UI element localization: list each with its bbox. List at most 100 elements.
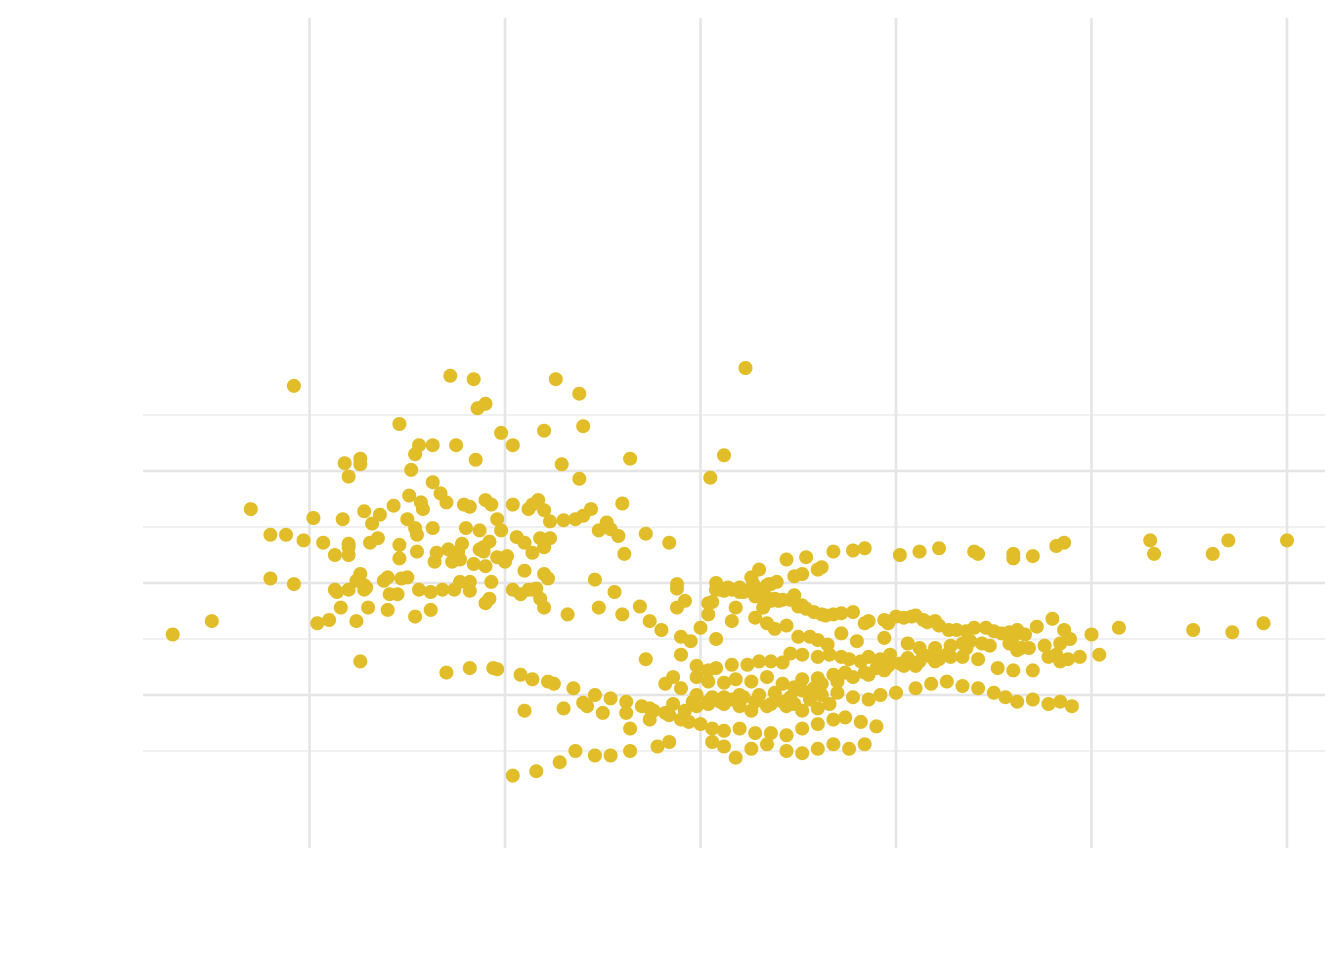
- scatter-point: [353, 451, 368, 466]
- scatter-point: [296, 533, 311, 548]
- scatter-point: [634, 699, 649, 714]
- scatter-point: [674, 647, 688, 662]
- scatter-point: [717, 723, 731, 738]
- scatter-point: [462, 499, 477, 514]
- scatter-point: [619, 705, 634, 720]
- scatter-point: [1037, 638, 1052, 653]
- scatter-point: [701, 694, 716, 709]
- scatter-point: [932, 541, 946, 556]
- scatter-point: [316, 535, 331, 550]
- scatter-point: [814, 688, 829, 702]
- scatter-point: [572, 386, 587, 401]
- scatter-point: [830, 674, 845, 689]
- scatter-point: [654, 623, 669, 637]
- scatter-point: [883, 647, 898, 662]
- scatter-point: [392, 417, 407, 431]
- scatter-point: [591, 523, 606, 538]
- scatter-point: [357, 582, 372, 597]
- scatter-point: [1092, 647, 1107, 662]
- scatter-point: [846, 670, 860, 685]
- scatter-point: [263, 571, 278, 586]
- scatter-point: [693, 717, 708, 732]
- scatter-point: [484, 574, 499, 589]
- scatter-point: [584, 502, 598, 517]
- scatter-point: [560, 607, 575, 622]
- scatter-point: [425, 521, 440, 536]
- scatter-point: [466, 372, 481, 387]
- scatter-points: [165, 361, 1294, 783]
- scatter-point: [720, 580, 735, 595]
- scatter-point: [799, 550, 814, 565]
- scatter-point: [1006, 551, 1021, 566]
- scatter-point: [412, 582, 426, 597]
- scatter-point: [838, 710, 853, 725]
- scatter-point: [892, 548, 907, 562]
- scatter-point: [744, 741, 759, 756]
- scatter-point: [615, 496, 630, 511]
- scatter-point: [924, 649, 939, 664]
- scatter-point: [632, 599, 647, 614]
- scatter-point: [908, 681, 923, 696]
- scatter-point: [760, 737, 774, 752]
- scatter-point: [376, 573, 391, 588]
- scatter-point: [556, 701, 571, 716]
- scatter-point: [943, 649, 958, 664]
- scatter-point: [554, 457, 569, 472]
- scatter-point: [728, 600, 743, 615]
- scatter-point: [449, 438, 464, 453]
- scatter-point: [814, 676, 829, 691]
- scatter-point: [849, 634, 864, 649]
- scatter-point: [1280, 533, 1294, 548]
- scatter-point: [490, 512, 505, 527]
- scatter-point: [822, 647, 837, 662]
- scatter-point: [566, 681, 581, 696]
- scatter-point: [453, 552, 467, 567]
- scatter-point: [924, 676, 939, 691]
- scatter-point: [1061, 652, 1075, 667]
- scatter-point: [439, 665, 454, 680]
- scatter-point: [286, 577, 301, 592]
- scatter-point: [410, 544, 424, 559]
- scatter-point: [787, 569, 802, 584]
- scatter-point: [392, 551, 407, 566]
- scatter-point: [1111, 620, 1126, 635]
- scatter-point: [390, 587, 405, 602]
- scatter-point: [705, 735, 720, 749]
- scatter-point: [607, 585, 622, 599]
- scatter-point: [537, 600, 552, 615]
- scatter-point: [329, 585, 344, 599]
- scatter-point: [476, 544, 491, 559]
- scatter-point: [568, 744, 583, 758]
- scatter-point: [638, 526, 653, 541]
- scatter-point: [677, 703, 692, 718]
- scatter-point: [955, 679, 970, 693]
- scatter-point: [1064, 699, 1079, 714]
- scatter-point: [705, 721, 720, 736]
- scatter-point: [681, 714, 696, 729]
- scatter-point: [603, 691, 618, 706]
- scatter-point: [795, 746, 810, 761]
- scatter-point: [591, 600, 606, 615]
- scatter-point: [478, 596, 493, 611]
- scatter-point: [310, 616, 325, 631]
- scatter-point: [662, 708, 677, 723]
- scatter-point: [638, 652, 653, 667]
- scatter-point: [1143, 533, 1158, 548]
- scatter-point: [967, 620, 982, 635]
- scatter-point: [662, 535, 677, 550]
- scatter-point: [857, 541, 872, 556]
- scatter-point: [674, 681, 688, 696]
- scatter-point: [365, 516, 380, 531]
- scatter-point: [990, 661, 1005, 676]
- scatter-point: [513, 667, 528, 682]
- scatter-point: [466, 557, 481, 571]
- scatter-point: [478, 559, 493, 574]
- scatter-point: [425, 438, 440, 453]
- scatter-point: [1225, 625, 1240, 640]
- scatter-point: [462, 661, 477, 676]
- scatter-point: [971, 652, 986, 667]
- scatter-point: [392, 537, 407, 552]
- scatter-point: [556, 513, 571, 528]
- scatter-point: [263, 527, 278, 542]
- scatter-point: [939, 674, 954, 689]
